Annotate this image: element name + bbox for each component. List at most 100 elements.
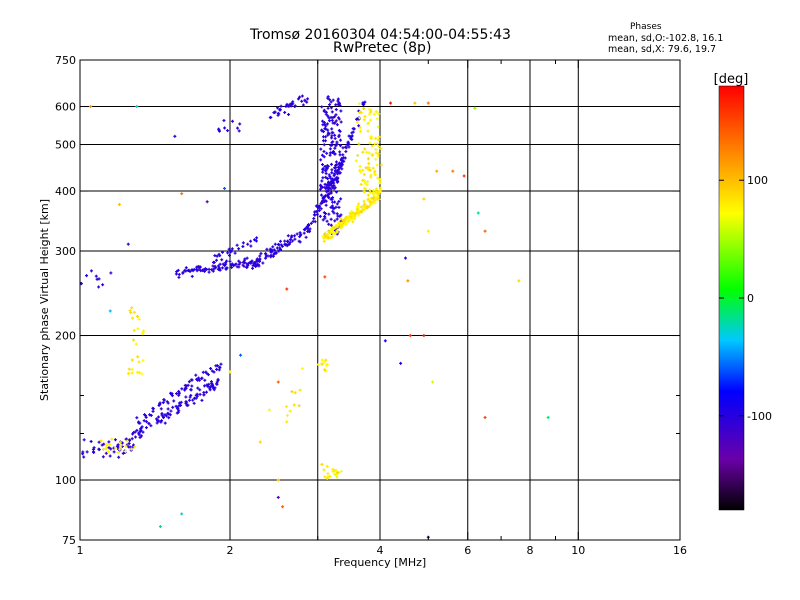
x-mode-point (290, 390, 294, 394)
o-mode-point (333, 115, 337, 119)
x-mode-point (357, 210, 361, 214)
o-mode-point (97, 447, 101, 451)
o-mode-point (317, 209, 321, 213)
x-mode-point (129, 311, 133, 315)
x-mode-point (105, 444, 109, 448)
o-mode-point (258, 254, 262, 258)
o-mode-point (233, 251, 237, 255)
x-mode-point (284, 405, 288, 409)
outlier-point (126, 242, 130, 246)
outlier-point (276, 495, 280, 499)
x-mode-point (368, 118, 372, 122)
x-mode-point (373, 169, 377, 173)
x-mode-point (136, 355, 140, 359)
x-mode-point (372, 112, 376, 116)
o-mode-point (330, 184, 334, 188)
o-mode-point (272, 248, 276, 252)
outlier-point (173, 134, 177, 138)
o-mode-point (333, 133, 337, 137)
x-mode-point (333, 226, 337, 230)
x-mode-point (335, 229, 339, 233)
o-mode-point (337, 135, 341, 139)
x-mode-point (355, 207, 359, 211)
o-mode-point (219, 362, 223, 366)
colorbar-ticks: 100 0 -100 (719, 174, 772, 423)
o-mode-point (327, 173, 331, 177)
x-mode-point (367, 112, 371, 116)
o-mode-point (166, 411, 170, 415)
o-mode-point (335, 142, 339, 146)
x-mode-point (339, 221, 343, 225)
x-mode-point (358, 168, 362, 172)
o-mode-point (273, 110, 277, 114)
o-mode-point (198, 388, 202, 392)
x-mode-point (325, 476, 329, 480)
o-mode-point (261, 261, 265, 265)
o-mode-point (286, 239, 290, 243)
x-mode-point (368, 141, 372, 145)
outlier-point (406, 279, 410, 283)
o-mode-point (215, 258, 219, 262)
x-mode-point (377, 112, 381, 116)
o-mode-point (142, 419, 146, 423)
outlier-point (473, 106, 477, 110)
o-mode-point (268, 249, 272, 253)
x-mode-point (353, 212, 357, 216)
outlier-point (462, 174, 466, 178)
x-mode-point (357, 202, 361, 206)
o-mode-point (139, 434, 143, 438)
o-mode-point (220, 266, 224, 270)
o-mode-point (183, 388, 187, 392)
x-mode-point (375, 163, 379, 167)
o-mode-point (255, 262, 259, 266)
o-mode-point (330, 179, 334, 183)
x-mode-point (374, 187, 378, 191)
o-mode-point (268, 116, 272, 120)
o-mode-point (279, 104, 283, 108)
o-mode-point (176, 407, 180, 411)
o-mode-point (328, 119, 332, 123)
x-mode-point (131, 316, 135, 320)
o-mode-point (254, 264, 258, 268)
x-mode-point (362, 189, 366, 193)
o-mode-point (216, 267, 220, 271)
o-mode-point (211, 264, 215, 268)
x-mode-point (106, 449, 110, 453)
o-mode-point (163, 421, 167, 425)
o-mode-point (187, 398, 191, 402)
o-mode-point (213, 254, 217, 258)
o-mode-point (323, 199, 327, 203)
o-mode-point (309, 221, 313, 225)
x-mode-point (338, 226, 342, 230)
o-mode-point (188, 270, 192, 274)
o-mode-point (279, 243, 283, 247)
o-mode-point (328, 151, 332, 155)
o-mode-point (340, 167, 344, 171)
x-mode-point (124, 444, 128, 448)
o-mode-point (321, 196, 325, 200)
o-mode-point (340, 161, 344, 165)
x-mode-point (374, 196, 378, 200)
o-mode-point (306, 97, 310, 101)
x-mode-point (324, 358, 328, 362)
x-mode-point (351, 211, 355, 215)
o-mode-point (207, 270, 211, 274)
o-mode-point (175, 270, 179, 274)
x-mode-point (339, 217, 343, 221)
o-mode-point (288, 238, 292, 242)
o-mode-point (343, 156, 347, 160)
o-mode-point (184, 401, 188, 405)
o-mode-point (124, 437, 128, 441)
o-mode-point (326, 128, 330, 132)
o-mode-point (298, 235, 302, 239)
x-mode-point (366, 197, 370, 201)
x-mode-point (339, 469, 343, 473)
outlier-point (267, 408, 271, 412)
outlier-point (281, 505, 285, 509)
outlier-point (422, 197, 426, 201)
x-tick-label: 1 (77, 544, 84, 557)
o-mode-point (337, 128, 341, 132)
o-mode-point (321, 130, 325, 134)
o-mode-point (195, 394, 199, 398)
o-mode-point (148, 413, 152, 417)
